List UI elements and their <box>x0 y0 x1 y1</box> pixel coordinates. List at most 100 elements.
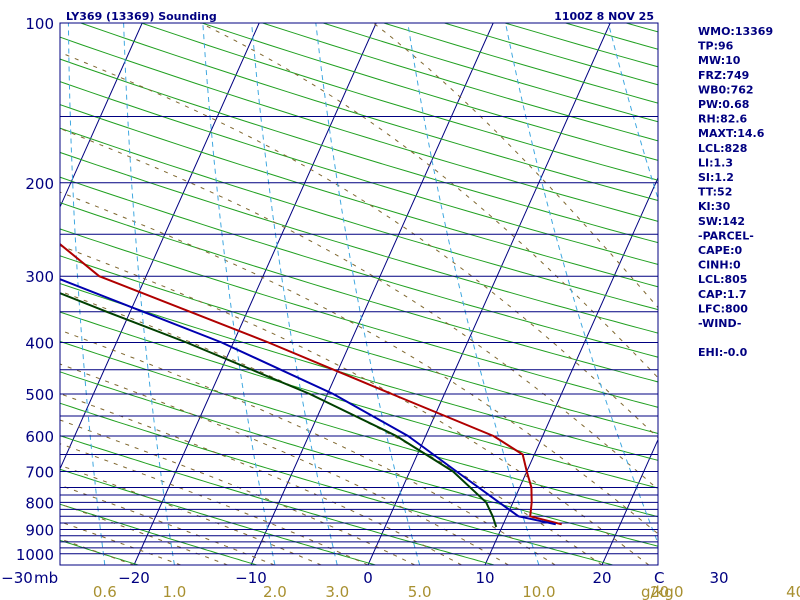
stat-line: MW:10 <box>698 54 741 67</box>
mixing-ratio-line <box>251 23 338 565</box>
dry-adiabat-grid <box>0 23 658 565</box>
pressure-tick-label: 600 <box>25 428 54 446</box>
sounding-traces <box>60 242 562 528</box>
stat-line: KI:30 <box>698 200 731 213</box>
pressure-unit-label: mb <box>34 569 58 587</box>
stat-line: MAXT:14.6 <box>698 127 765 140</box>
dry-adiabat-line <box>60 151 658 334</box>
dry-adiabat-line <box>60 58 658 244</box>
moist-adiabat-line <box>60 127 658 491</box>
dry-adiabat-line <box>60 311 658 489</box>
mixing-ratio-tick-label: 2.0 <box>263 583 287 600</box>
moist-adiabat-line <box>60 245 650 565</box>
mixing-ratio-unit-label: g/kg <box>641 583 674 600</box>
isotherm-line <box>367 23 611 565</box>
isobar-grid <box>60 22 658 555</box>
dry-adiabat-line <box>60 202 658 383</box>
stat-line: CAP:1.7 <box>698 288 747 301</box>
stat-line: -PARCEL- <box>698 229 754 242</box>
dry-adiabat-line <box>60 371 658 547</box>
mixing-ratio-line <box>315 23 421 565</box>
isotherm-line <box>60 23 143 209</box>
temperature-tick-label: 0 <box>363 569 373 587</box>
mixing-ratio-line <box>407 23 540 565</box>
mixing-ratio-tick-label: 3.0 <box>325 583 349 600</box>
chart-datetime: 1100Z 8 NOV 25 <box>554 10 654 23</box>
isotherm-grid <box>0 23 658 565</box>
pressure-tick-label: 200 <box>25 175 54 193</box>
dry-adiabat-line <box>60 435 495 565</box>
dry-adiabat-line <box>60 503 257 565</box>
dry-adiabat-line <box>60 228 658 408</box>
pressure-tick-label: 1000 <box>16 546 54 564</box>
moist-adiabat-line <box>60 464 322 565</box>
stat-line: CAPE:0 <box>698 244 743 257</box>
moist-adiabat-line <box>60 329 556 565</box>
pressure-tick-label: 800 <box>25 494 54 512</box>
dry-adiabat-line <box>60 127 658 311</box>
mixing-ratio-line <box>67 23 106 565</box>
temperature-tick-label: −30 <box>1 569 33 587</box>
stat-line: CINH:0 <box>698 259 741 272</box>
isotherm-line <box>133 23 377 565</box>
stat-line: LI:1.3 <box>698 156 733 169</box>
mixing-ratio-line <box>123 23 175 565</box>
chart-title: LY369 (13369) Sounding <box>66 10 217 23</box>
moist-adiabat-line <box>60 521 181 565</box>
mixing-ratio-tick-label: 1.0 <box>162 583 186 600</box>
temperature-tick-label: 20 <box>592 569 611 587</box>
pressure-tick-label: 100 <box>25 15 54 33</box>
temperature-unit-label: C <box>654 569 664 587</box>
moist-adiabat-line <box>60 393 462 565</box>
dry-adiabat-line <box>0 23 20 565</box>
pressure-tick-label: 900 <box>25 521 54 539</box>
stat-line: LCL:805 <box>698 273 747 286</box>
mixing-ratio-tick-label: 40.0 <box>786 583 800 600</box>
isotherm-line <box>0 23 25 565</box>
isotherm-line <box>250 23 494 565</box>
temperature-tick-label: 30 <box>709 569 728 587</box>
isotherm-line <box>601 438 658 565</box>
temperature-tick-label: 10 <box>475 569 494 587</box>
dry-adiabat-line <box>60 104 658 288</box>
mixing-ratio-labels: 0.10.20.61.02.03.05.010.020.040.0 <box>93 583 800 600</box>
isotherm-line <box>60 23 260 470</box>
mixing-ratio-tick-label: 5.0 <box>408 583 432 600</box>
temperature-tick-label: −10 <box>235 569 267 587</box>
pressure-tick-label: 300 <box>25 268 54 286</box>
stat-line: -WIND- <box>698 317 741 330</box>
pressure-tick-label: 700 <box>25 464 54 482</box>
plot-background <box>60 23 658 565</box>
stat-line: PW:0.68 <box>698 98 749 111</box>
stat-line: LCL:828 <box>698 142 747 155</box>
moist-adiabat-line <box>200 23 658 379</box>
temperature-axis-labels: −50−40−30−20−10010203040 <box>1 569 728 587</box>
mixing-ratio-tick-label: 20.0 <box>650 583 683 600</box>
pressure-tick-label: 400 <box>25 335 54 353</box>
parcel-trace <box>60 292 498 528</box>
temperature-tick-label: −20 <box>118 569 150 587</box>
dry-adiabat-line <box>60 468 376 565</box>
mixing-ratio-grid <box>67 23 658 565</box>
stat-line: SW:142 <box>698 215 745 228</box>
stat-line: WB0:762 <box>698 83 754 96</box>
dry-adiabat-line <box>60 255 658 434</box>
dry-adiabat-line <box>60 282 658 461</box>
temperature-trace <box>60 242 562 526</box>
mixing-ratio-tick-label: 10.0 <box>522 583 555 600</box>
isotherm-line <box>484 176 658 565</box>
mixing-ratio-tick-label: 0.6 <box>93 583 117 600</box>
pressure-tick-label: 500 <box>25 386 54 404</box>
stat-line: TP:96 <box>698 40 734 53</box>
stat-line: EHI:-0.0 <box>698 346 748 359</box>
dry-adiabat-line <box>60 340 658 518</box>
mixing-ratio-line <box>505 23 658 545</box>
stat-line: LFC:800 <box>698 302 748 315</box>
stat-line: FRZ:749 <box>698 69 749 82</box>
mixing-ratio-line <box>202 23 276 565</box>
moist-adiabat-grid <box>60 23 658 565</box>
stat-line: SI:1.2 <box>698 171 734 184</box>
stat-line: RH:82.6 <box>698 113 748 126</box>
